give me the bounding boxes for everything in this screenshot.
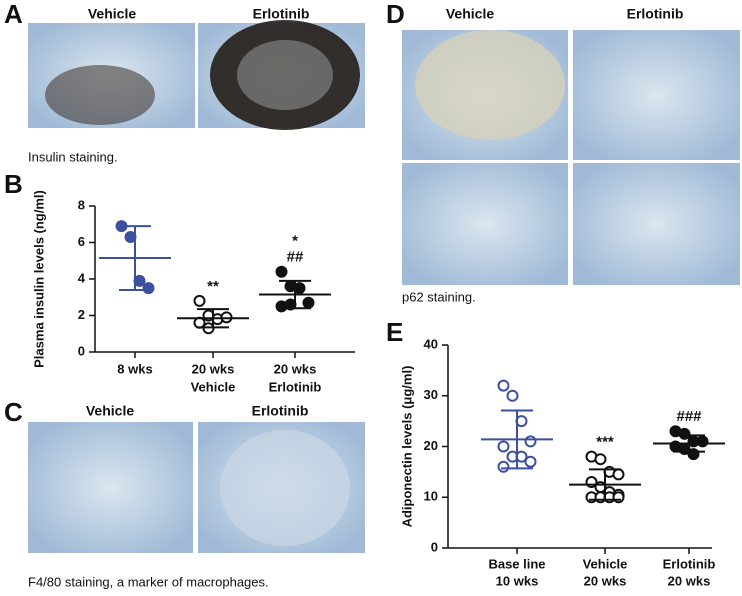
x-tick-label: 8 wks xyxy=(117,361,152,376)
data-point xyxy=(524,435,537,448)
data-point xyxy=(497,460,510,473)
axis-title: Plasma insulin levels (ng/ml) xyxy=(31,190,46,368)
data-point xyxy=(193,294,206,307)
panel-letter: A xyxy=(4,0,23,29)
y-tick-label: 10 xyxy=(424,489,438,504)
micrograph xyxy=(28,20,365,130)
x-tick-label: Base line xyxy=(488,556,545,571)
data-point xyxy=(524,455,537,468)
x-tick-label: 20 wks xyxy=(192,361,235,376)
data-point xyxy=(275,265,288,278)
y-tick-label: 30 xyxy=(424,387,438,402)
x-tick-label: 20 wks xyxy=(584,573,627,588)
image-label: Vehicle xyxy=(446,6,494,22)
image-label: Erlotinib xyxy=(252,403,309,419)
data-point xyxy=(594,453,607,466)
y-tick-label: 0 xyxy=(78,343,85,358)
caption: F4/80 staining, a marker of macrophages. xyxy=(28,574,269,589)
caption: Insulin staining. xyxy=(28,149,118,164)
annotation: ** xyxy=(207,278,219,295)
annotation: * xyxy=(292,233,298,250)
image-label: Erlotinib xyxy=(253,6,310,22)
micrograph xyxy=(28,422,365,553)
image-label: Erlotinib xyxy=(627,6,684,22)
y-tick-label: 20 xyxy=(424,438,438,453)
image-label: Vehicle xyxy=(86,403,134,419)
data-point xyxy=(497,440,510,453)
x-tick-label: 20 wks xyxy=(668,573,711,588)
data-point xyxy=(612,468,625,481)
data-point xyxy=(142,282,155,295)
y-tick-label: 0 xyxy=(431,539,438,554)
x-tick-label: 10 wks xyxy=(496,573,539,588)
x-tick-label: 20 wks xyxy=(274,361,317,376)
micrograph xyxy=(402,30,740,285)
y-tick-label: 40 xyxy=(424,336,438,351)
panel-letter: C xyxy=(4,397,23,427)
annotation: ### xyxy=(676,408,702,425)
data-point xyxy=(696,435,709,448)
x-tick-label: Erlotinib xyxy=(663,556,716,571)
x-tick-label: Erlotinib xyxy=(269,379,322,394)
axis-title: Adiponectin levels (μg/ml) xyxy=(399,366,414,528)
data-point xyxy=(497,379,510,392)
caption: p62 staining. xyxy=(402,289,476,304)
y-tick-label: 6 xyxy=(78,234,85,249)
y-tick-label: 2 xyxy=(78,307,85,322)
y-tick-label: 8 xyxy=(78,197,85,212)
image-label: Vehicle xyxy=(88,6,136,22)
annotation: ## xyxy=(287,249,304,266)
panel-letter: E xyxy=(386,317,403,347)
panel-letter: B xyxy=(4,169,23,199)
data-point xyxy=(506,389,519,402)
x-tick-label: Vehicle xyxy=(583,556,628,571)
panel-letter: D xyxy=(386,0,405,29)
y-tick-label: 4 xyxy=(78,270,86,285)
x-tick-label: Vehicle xyxy=(191,379,236,394)
annotation: *** xyxy=(596,434,614,451)
data-point xyxy=(302,296,315,309)
